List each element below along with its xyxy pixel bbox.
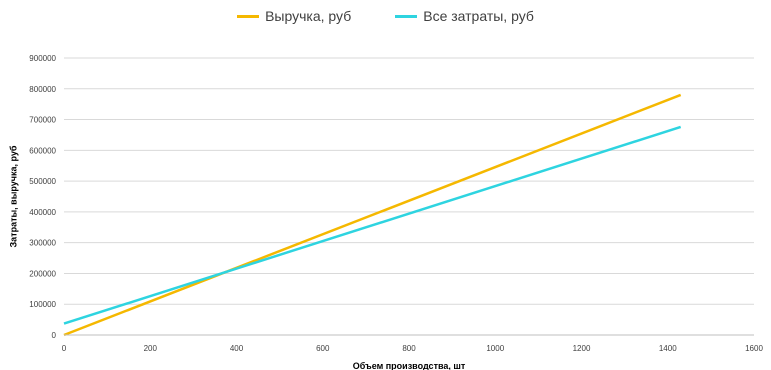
series-line-costs xyxy=(63,125,682,325)
y-tick-label: 500000 xyxy=(29,177,56,186)
x-axis-title: Объем производства, шт xyxy=(353,361,466,370)
x-tick-label: 1000 xyxy=(486,344,504,353)
x-tick-label: 400 xyxy=(230,344,244,353)
y-axis-title: Затраты, выручка, руб xyxy=(8,145,18,247)
series-lines xyxy=(63,93,682,337)
x-tick-label: 200 xyxy=(144,344,158,353)
x-tick-label: 1600 xyxy=(745,344,763,353)
x-axis-ticks: 0 200 400 600 800 1000 1200 1400 1600 xyxy=(62,344,764,353)
legend-item-costs: Все затраты, руб xyxy=(395,8,534,24)
x-tick-label: 600 xyxy=(316,344,330,353)
legend: Выручка, руб Все затраты, руб xyxy=(0,8,771,24)
y-tick-label: 300000 xyxy=(29,239,56,248)
legend-item-revenue: Выручка, руб xyxy=(237,8,351,24)
legend-swatch-costs xyxy=(395,14,418,18)
legend-swatch-revenue xyxy=(237,14,260,18)
x-tick-label: 800 xyxy=(402,344,416,353)
y-tick-label: 900000 xyxy=(29,54,56,63)
y-tick-label: 700000 xyxy=(29,116,56,125)
y-axis-ticks: 0 100000 200000 300000 400000 500000 600000 700… xyxy=(29,54,56,340)
y-tick-label: 400000 xyxy=(29,208,56,217)
y-tick-label: 0 xyxy=(52,331,57,340)
legend-label-costs: Все затраты, руб xyxy=(423,8,534,24)
x-tick-label: 0 xyxy=(62,344,67,353)
grid xyxy=(64,57,754,305)
y-tick-label: 100000 xyxy=(29,300,56,309)
y-tick-label: 600000 xyxy=(29,146,56,155)
x-tick-label: 1200 xyxy=(573,344,591,353)
y-tick-label: 800000 xyxy=(29,85,56,94)
y-tick-label: 200000 xyxy=(29,269,56,278)
x-tick-label: 1400 xyxy=(659,344,677,353)
legend-label-revenue: Выручка, руб xyxy=(265,8,352,24)
series-line-revenue xyxy=(63,93,682,337)
